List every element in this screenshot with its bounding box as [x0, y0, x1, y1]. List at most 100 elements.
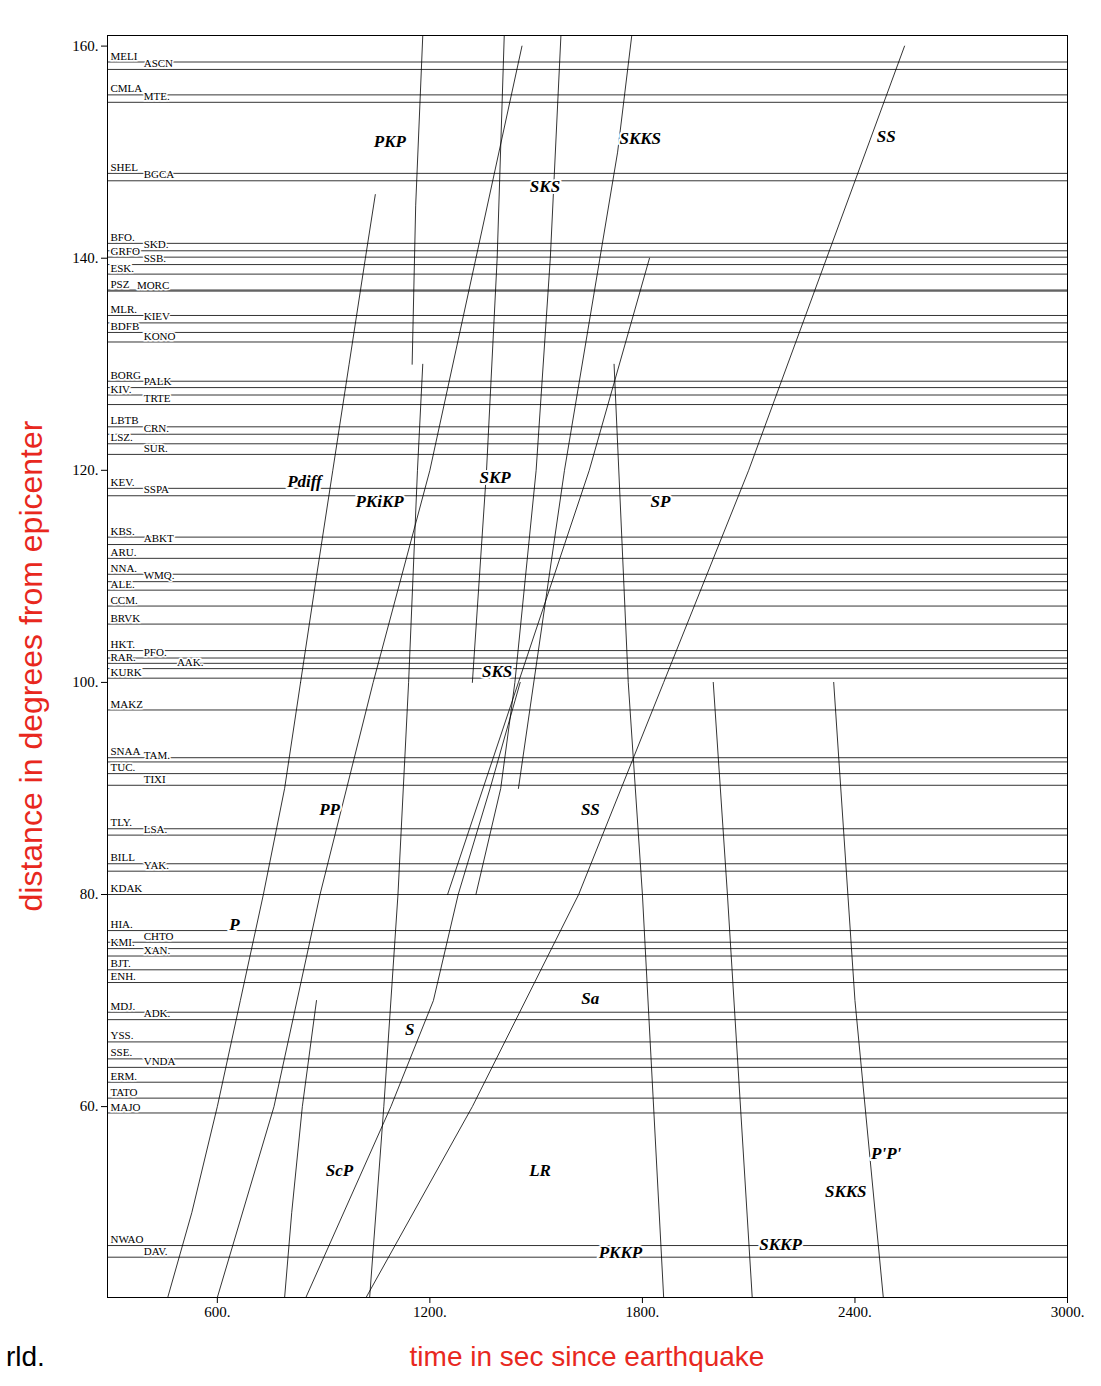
svg-text:CMLA: CMLA [111, 82, 143, 94]
svg-text:LBTB: LBTB [111, 414, 139, 426]
svg-text:BILL: BILL [111, 851, 136, 863]
svg-text:ARU.: ARU. [111, 546, 137, 558]
svg-text:SS: SS [581, 800, 600, 819]
svg-text:SHEL: SHEL [111, 161, 139, 173]
svg-text:MELI: MELI [111, 50, 138, 62]
svg-text:ADK.: ADK. [144, 1007, 171, 1019]
svg-text:ALE.: ALE. [111, 578, 135, 590]
svg-text:600.: 600. [204, 1304, 230, 1320]
svg-text:SS: SS [877, 127, 896, 146]
svg-text:PKP: PKP [373, 132, 407, 151]
svg-text:SKS: SKS [482, 662, 512, 681]
svg-text:ScP: ScP [326, 1161, 354, 1180]
svg-text:CHTO: CHTO [144, 930, 174, 942]
svg-text:MLR.: MLR. [111, 303, 138, 315]
svg-text:TAM.: TAM. [144, 749, 171, 761]
svg-text:rld.: rld. [6, 1341, 45, 1372]
svg-text:SP: SP [651, 492, 671, 511]
svg-text:SNAA: SNAA [111, 745, 141, 757]
svg-text:LR: LR [528, 1161, 551, 1180]
svg-text:MTE.: MTE. [144, 90, 170, 102]
svg-text:SUR.: SUR. [144, 442, 168, 454]
svg-text:140.: 140. [72, 250, 98, 266]
svg-text:KIV.: KIV. [111, 383, 132, 395]
svg-text:2400.: 2400. [838, 1304, 872, 1320]
svg-text:TUC.: TUC. [111, 761, 136, 773]
svg-text:BRVK: BRVK [111, 612, 141, 624]
svg-text:Sa: Sa [581, 989, 599, 1008]
svg-text:P: P [228, 915, 240, 934]
svg-text:MAJO: MAJO [111, 1100, 141, 1112]
svg-text:KBS.: KBS. [111, 525, 135, 537]
svg-text:HKT.: HKT. [111, 638, 136, 650]
svg-text:ERM.: ERM. [111, 1070, 138, 1082]
svg-text:BDFB: BDFB [111, 320, 140, 332]
svg-text:SSE.: SSE. [111, 1046, 133, 1058]
svg-text:KONO: KONO [144, 330, 176, 342]
svg-text:DAV.: DAV. [144, 1245, 168, 1257]
svg-text:SSB.: SSB. [144, 252, 167, 264]
svg-text:P'P': P'P' [870, 1144, 901, 1163]
svg-text:PKiKP: PKiKP [354, 492, 404, 511]
svg-text:ESK.: ESK. [111, 262, 135, 274]
svg-text:time in sec since earthquake: time in sec since earthquake [410, 1341, 765, 1372]
svg-text:NNA.: NNA. [111, 562, 138, 574]
svg-text:BFO.: BFO. [111, 231, 135, 243]
svg-text:SKKS: SKKS [619, 129, 661, 148]
svg-text:BJT.: BJT. [111, 957, 132, 969]
svg-text:SKD.: SKD. [144, 238, 169, 250]
svg-text:SKKP: SKKP [759, 1235, 802, 1254]
svg-text:XAN.: XAN. [144, 944, 171, 956]
svg-text:KMI.: KMI. [111, 936, 135, 948]
svg-text:KDAK: KDAK [111, 882, 143, 894]
svg-text:120.: 120. [72, 462, 98, 478]
svg-text:PALK: PALK [144, 375, 172, 387]
svg-text:TLY.: TLY. [111, 816, 133, 828]
svg-text:PFO.: PFO. [144, 646, 167, 658]
svg-text:80.: 80. [80, 886, 99, 902]
svg-text:SKS: SKS [530, 177, 560, 196]
svg-text:KEV.: KEV. [111, 476, 135, 488]
svg-text:PP: PP [318, 800, 340, 819]
svg-text:100.: 100. [72, 674, 98, 690]
svg-text:TIXI: TIXI [144, 773, 166, 785]
svg-text:distance in degrees from epice: distance in degrees from epicenter [13, 420, 49, 911]
svg-text:GRFO: GRFO [111, 245, 140, 257]
svg-text:AAK.: AAK. [177, 656, 204, 668]
svg-text:SSPA: SSPA [144, 483, 169, 495]
svg-text:CRN.: CRN. [144, 422, 170, 434]
svg-text:NWAO: NWAO [111, 1233, 144, 1245]
svg-text:VNDA: VNDA [144, 1055, 176, 1067]
svg-text:CCM.: CCM. [111, 594, 138, 606]
svg-text:YSS.: YSS. [111, 1029, 134, 1041]
svg-text:BGCA: BGCA [144, 168, 175, 180]
svg-text:LSZ.: LSZ. [111, 431, 134, 443]
svg-text:LSA.: LSA. [144, 823, 168, 835]
svg-text:ENH.: ENH. [111, 970, 137, 982]
svg-text:160.: 160. [72, 38, 98, 54]
svg-text:SKP: SKP [479, 468, 511, 487]
svg-text:BORG: BORG [111, 369, 142, 381]
svg-text:60.: 60. [80, 1098, 99, 1114]
svg-text:PKKP: PKKP [598, 1243, 643, 1262]
svg-text:SKKS: SKKS [825, 1182, 867, 1201]
svg-text:Pdiff: Pdiff [286, 472, 324, 491]
svg-text:KURK: KURK [111, 666, 142, 678]
svg-text:PSZ: PSZ [111, 278, 130, 290]
svg-text:1200.: 1200. [413, 1304, 447, 1320]
svg-text:MORC: MORC [137, 279, 169, 291]
svg-text:1800.: 1800. [626, 1304, 660, 1320]
svg-text:3000.: 3000. [1051, 1304, 1085, 1320]
svg-text:S: S [405, 1020, 414, 1039]
svg-text:MDJ.: MDJ. [111, 1000, 136, 1012]
svg-text:MAKZ: MAKZ [111, 698, 144, 710]
svg-text:KIEV: KIEV [144, 310, 170, 322]
svg-text:TRTE: TRTE [144, 392, 171, 404]
svg-text:ASCN: ASCN [144, 57, 173, 69]
svg-text:RAR.: RAR. [111, 651, 137, 663]
svg-text:YAK.: YAK. [144, 859, 170, 871]
svg-text:TATO: TATO [111, 1086, 138, 1098]
svg-text:HIA.: HIA. [111, 918, 134, 930]
svg-text:WMQ.: WMQ. [144, 569, 175, 581]
svg-text:ABKT: ABKT [144, 532, 174, 544]
